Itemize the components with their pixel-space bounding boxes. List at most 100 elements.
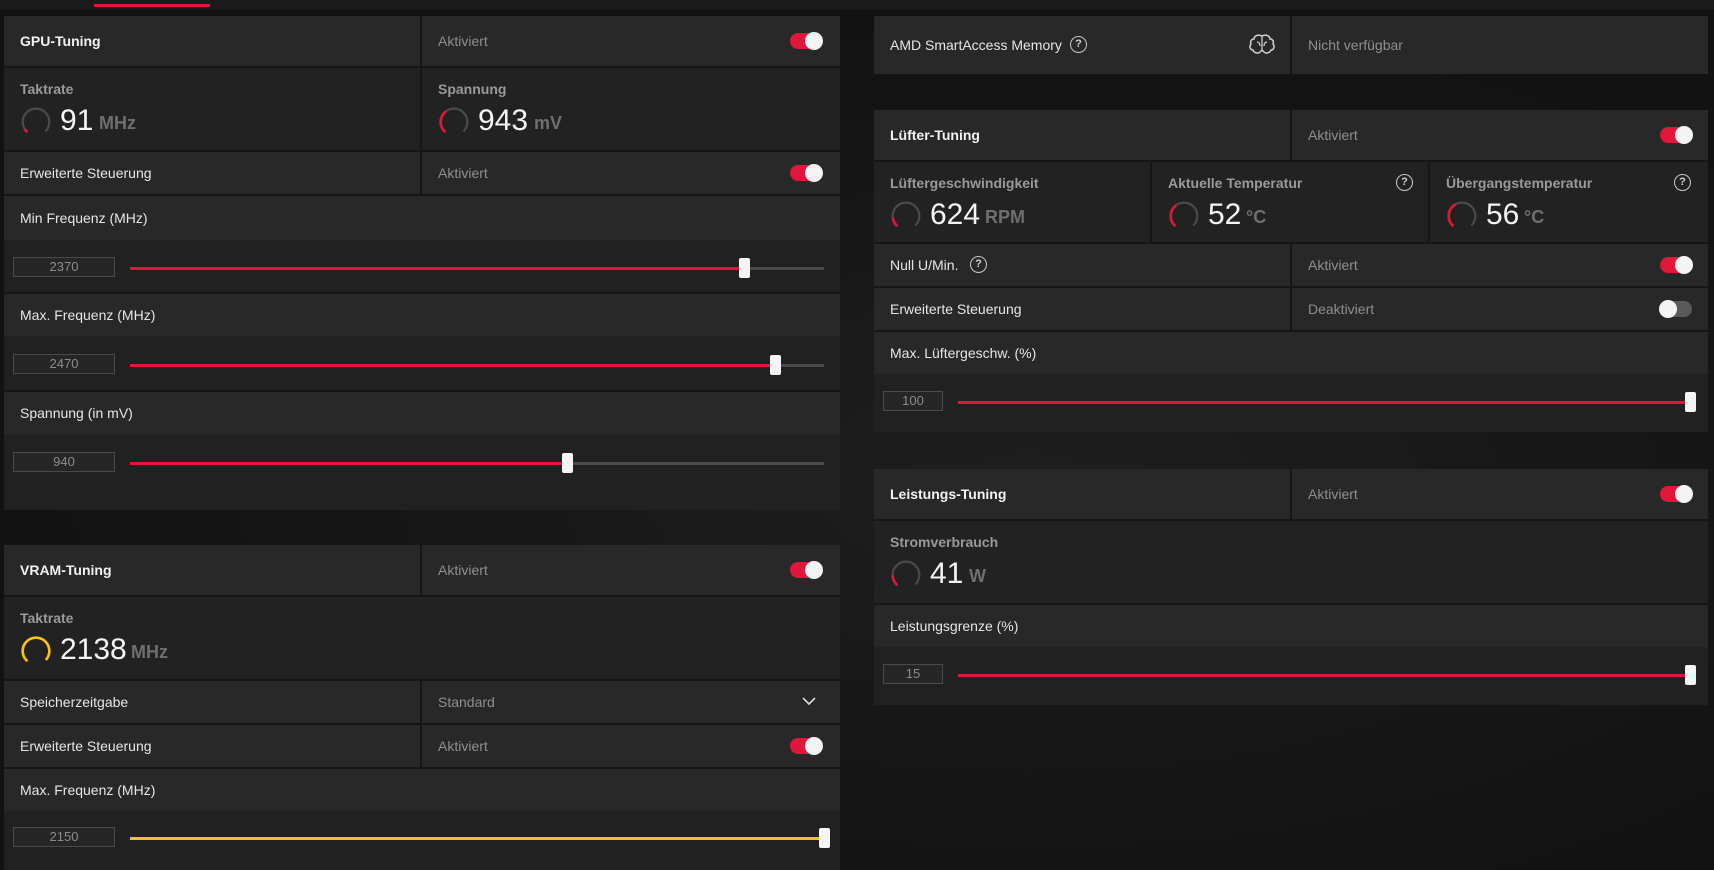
gpu-voltage-slider-label: Spannung (in mV) bbox=[20, 405, 133, 421]
power-tuning-state: Aktiviert bbox=[1308, 486, 1358, 502]
vram-advanced-state: Aktiviert bbox=[438, 738, 488, 754]
fan-max-speed-thumb[interactable] bbox=[1685, 392, 1696, 412]
gpu-max-freq-thumb[interactable] bbox=[770, 355, 782, 375]
gpu-clock-label: Taktrate bbox=[20, 81, 74, 97]
gauge-fill bbox=[1447, 203, 1457, 227]
gpu-voltage-slider[interactable] bbox=[130, 453, 824, 473]
power-tuning-toggle[interactable] bbox=[1660, 485, 1693, 503]
gpu-max-freq-row: Max. Frequenz (MHz) bbox=[4, 294, 840, 336]
power-limit-input[interactable]: 15 bbox=[883, 664, 943, 684]
top-tab-bar bbox=[0, 0, 1714, 10]
fan-max-speed-input[interactable]: 100 bbox=[883, 391, 943, 411]
gpu-voltage-thumb[interactable] bbox=[562, 453, 574, 473]
power-unit: W bbox=[969, 566, 986, 586]
fan-max-speed-label: Max. Lüftergeschw. (%) bbox=[890, 345, 1037, 361]
vram-max-freq-row: Max. Frequenz (MHz) bbox=[4, 769, 840, 811]
gauge-fill bbox=[891, 574, 898, 586]
vram-clock-gauge bbox=[21, 636, 51, 662]
current-temp-unit: °C bbox=[1246, 207, 1267, 227]
power-limit-thumb[interactable] bbox=[1685, 665, 1696, 685]
vram-timing-value[interactable]: Standard bbox=[438, 694, 495, 710]
gpu-voltage-unit: mV bbox=[534, 113, 563, 133]
power-tuning-header: Leistungs-Tuning Aktiviert bbox=[874, 469, 1708, 519]
junction-temp-label: Übergangstemperatur bbox=[1446, 175, 1593, 191]
vram-tuning-header: VRAM-Tuning Aktiviert bbox=[4, 545, 840, 595]
vram-advanced-toggle[interactable] bbox=[790, 737, 823, 755]
vram-max-freq-input[interactable]: 2150 bbox=[13, 827, 115, 847]
vram-tuning-toggle[interactable] bbox=[790, 561, 823, 579]
power-gauge bbox=[891, 560, 921, 586]
junction-temp-gauge bbox=[1447, 201, 1477, 227]
gpu-voltage-gauge bbox=[439, 107, 469, 133]
gpu-clock-value: 91 bbox=[60, 104, 94, 137]
zero-rpm-state: Aktiviert bbox=[1308, 257, 1358, 273]
help-icon[interactable]: ? bbox=[1674, 174, 1691, 191]
help-icon[interactable]: ? bbox=[1070, 36, 1087, 53]
current-temp-value: 52 bbox=[1208, 198, 1242, 231]
gpu-max-freq-input[interactable]: 2470 bbox=[13, 354, 115, 374]
vram-tuning-title: VRAM-Tuning bbox=[20, 562, 112, 578]
gpu-min-freq-input[interactable]: 2370 bbox=[13, 257, 115, 277]
gpu-min-freq-label: Min Frequenz (MHz) bbox=[20, 210, 148, 226]
gpu-tuning-state: Aktiviert bbox=[438, 33, 488, 49]
fan-max-speed-slider[interactable] bbox=[958, 392, 1696, 412]
vram-advanced-label: Erweiterte Steuerung bbox=[20, 738, 152, 754]
vram-clock-value: 2138 bbox=[60, 633, 127, 666]
active-tab-indicator bbox=[94, 4, 210, 7]
power-label: Stromverbrauch bbox=[890, 534, 999, 550]
power-limit-label: Leistungsgrenze (%) bbox=[890, 618, 1019, 634]
gpu-min-freq-thumb[interactable] bbox=[739, 258, 751, 278]
vram-tuning-panel: VRAM-Tuning Aktiviert Taktrate 2138 MHz … bbox=[4, 545, 840, 870]
gauge-track bbox=[891, 560, 921, 586]
help-icon[interactable]: ? bbox=[970, 256, 987, 273]
power-value: 41 bbox=[930, 557, 964, 590]
vram-max-freq-slider[interactable] bbox=[130, 828, 830, 848]
power-metrics: Stromverbrauch 41 W bbox=[874, 521, 1708, 603]
gpu-max-freq-slider[interactable] bbox=[130, 355, 824, 375]
vram-max-freq-thumb[interactable] bbox=[819, 828, 830, 848]
gpu-clock-unit: MHz bbox=[99, 113, 136, 133]
gauge-fill bbox=[439, 110, 447, 133]
fan-advanced-toggle[interactable] bbox=[1659, 300, 1692, 318]
vram-tuning-state: Aktiviert bbox=[438, 562, 488, 578]
power-tuning-panel: Leistungs-Tuning Aktiviert Stromverbrauc… bbox=[874, 469, 1708, 705]
gpu-min-freq-slider-row: 2370 bbox=[4, 240, 840, 292]
vram-max-freq-label: Max. Frequenz (MHz) bbox=[20, 782, 156, 798]
power-limit-slider[interactable] bbox=[958, 665, 1696, 685]
gauge-fill bbox=[21, 636, 51, 662]
gpu-metrics: Taktrate 91 MHz Spannung 943 mV bbox=[4, 68, 840, 150]
chevron-down-icon[interactable] bbox=[802, 696, 816, 706]
fan-speed-label: Lüftergeschwindigkeit bbox=[890, 175, 1039, 191]
power-tuning-title: Leistungs-Tuning bbox=[890, 486, 1007, 502]
fan-tuning-title: Lüfter-Tuning bbox=[890, 127, 980, 143]
gpu-min-freq-row: Min Frequenz (MHz) bbox=[4, 196, 840, 240]
smart-access-label: AMD SmartAccess Memory bbox=[890, 37, 1062, 53]
gpu-tuning-title: GPU-Tuning bbox=[20, 33, 101, 49]
gpu-min-freq-slider[interactable] bbox=[130, 258, 824, 278]
gauge-track bbox=[891, 201, 921, 227]
zero-rpm-toggle[interactable] bbox=[1660, 256, 1693, 274]
zero-rpm-row: Null U/Min. ? Aktiviert bbox=[874, 244, 1708, 286]
fan-max-speed-slider-row: 100 bbox=[874, 374, 1708, 432]
fan-metrics: Lüftergeschwindigkeit 624 RPM Aktuelle T… bbox=[874, 162, 1708, 242]
gpu-voltage-slider-label-row: Spannung (in mV) bbox=[4, 392, 840, 434]
fan-speed-gauge bbox=[891, 201, 921, 227]
help-icon[interactable]: ? bbox=[1396, 174, 1413, 191]
fan-max-speed-row: Max. Lüftergeschw. (%) bbox=[874, 332, 1708, 374]
gpu-voltage-input[interactable]: 940 bbox=[13, 452, 115, 472]
gpu-tuning-panel: GPU-Tuning Aktiviert Taktrate 91 MHz Spa… bbox=[4, 16, 840, 510]
vram-timing-row: Speicherzeitgabe Standard bbox=[4, 681, 840, 723]
fan-advanced-state: Deaktiviert bbox=[1308, 301, 1375, 317]
gpu-tuning-toggle[interactable] bbox=[790, 32, 823, 50]
fan-speed-value: 624 bbox=[930, 198, 981, 231]
fan-tuning-state: Aktiviert bbox=[1308, 127, 1358, 143]
gpu-voltage-value: 943 bbox=[478, 104, 529, 137]
vram-clock-label: Taktrate bbox=[20, 610, 74, 626]
smart-access-row: AMD SmartAccess Memory ? Nicht verfügbar bbox=[874, 16, 1708, 74]
current-temp-label: Aktuelle Temperatur bbox=[1168, 175, 1303, 191]
fan-tuning-header: Lüfter-Tuning Aktiviert bbox=[874, 110, 1708, 160]
fan-advanced-row: Erweiterte Steuerung Deaktiviert bbox=[874, 288, 1708, 330]
gpu-advanced-toggle[interactable] bbox=[790, 164, 823, 182]
fan-tuning-toggle[interactable] bbox=[1660, 126, 1693, 144]
junction-temp-value: 56 bbox=[1486, 198, 1520, 231]
